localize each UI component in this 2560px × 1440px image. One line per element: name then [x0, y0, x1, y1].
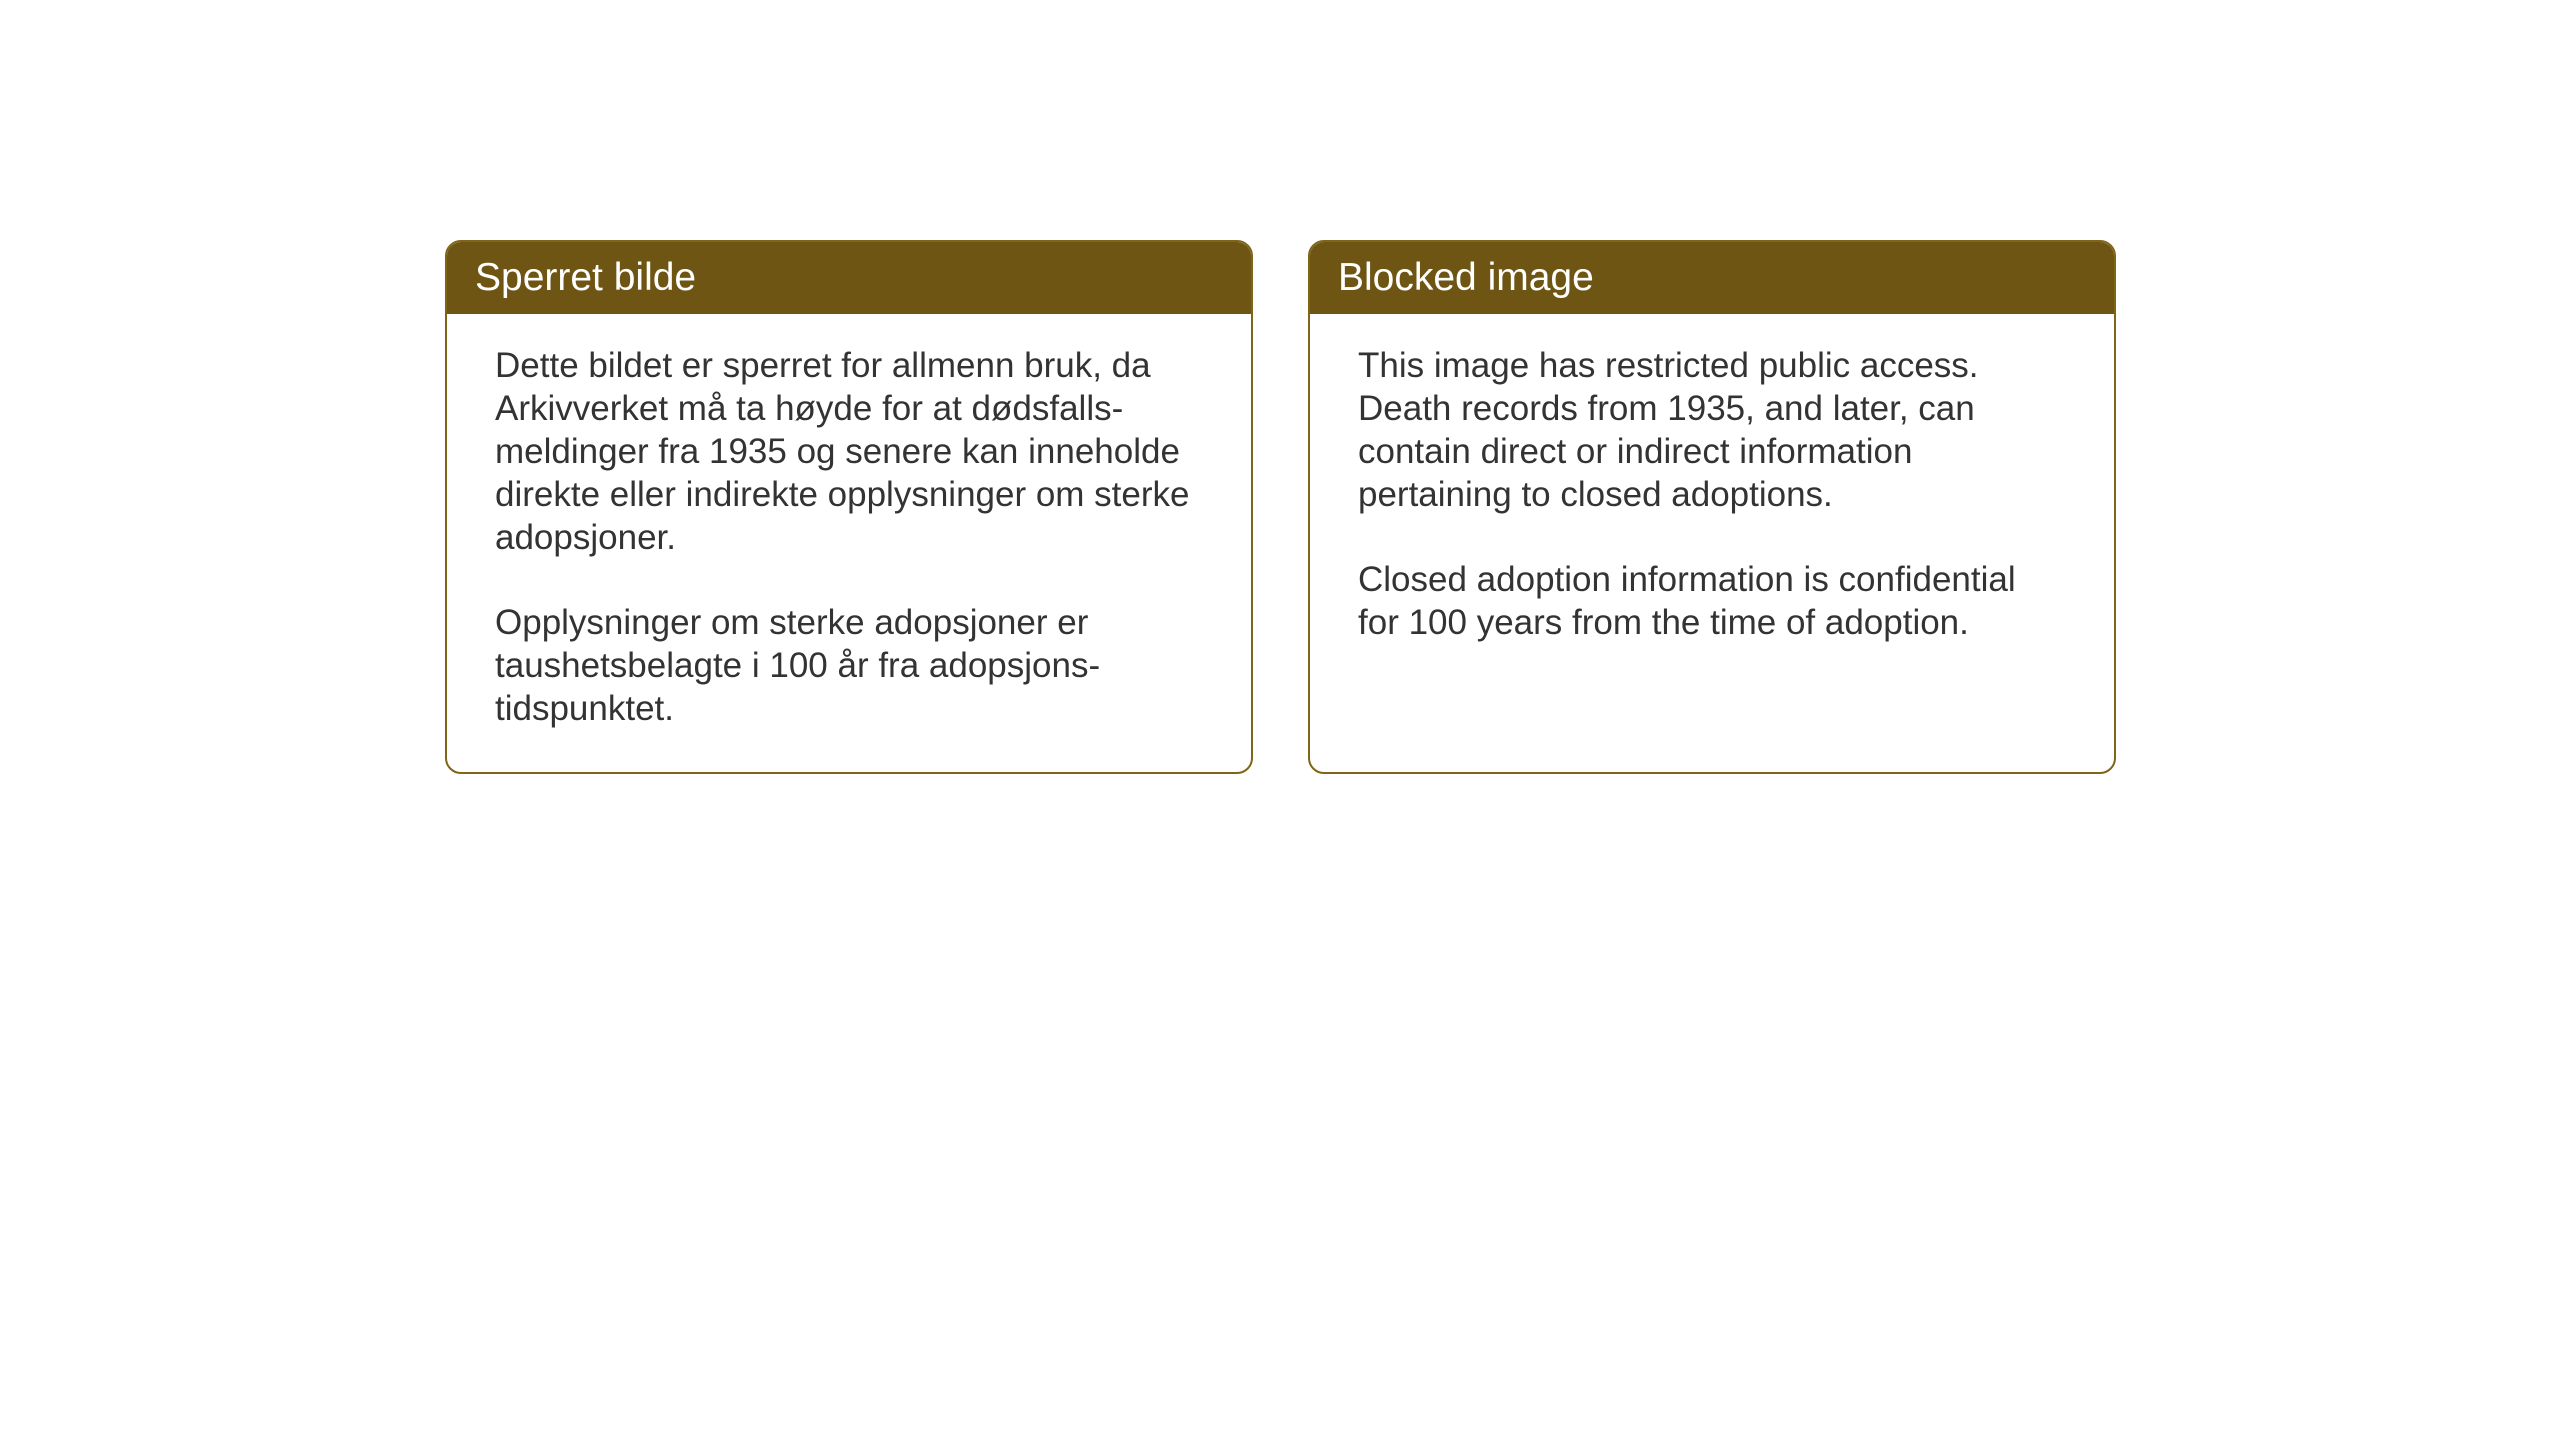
card-body-english: This image has restricted public access.…	[1310, 314, 2114, 686]
card-header-english: Blocked image	[1310, 242, 2114, 314]
notice-card-english: Blocked image This image has restricted …	[1308, 240, 2116, 774]
card-paragraph-1-english: This image has restricted public access.…	[1358, 344, 2066, 516]
card-paragraph-2-norwegian: Opplysninger om sterke adopsjoner er tau…	[495, 601, 1203, 730]
card-header-norwegian: Sperret bilde	[447, 242, 1251, 314]
card-body-norwegian: Dette bildet er sperret for allmenn bruk…	[447, 314, 1251, 772]
card-paragraph-2-english: Closed adoption information is confident…	[1358, 558, 2066, 644]
notice-card-norwegian: Sperret bilde Dette bildet er sperret fo…	[445, 240, 1253, 774]
card-title-norwegian: Sperret bilde	[475, 256, 696, 299]
card-paragraph-1-norwegian: Dette bildet er sperret for allmenn bruk…	[495, 344, 1203, 559]
notice-cards-container: Sperret bilde Dette bildet er sperret fo…	[445, 240, 2116, 774]
card-title-english: Blocked image	[1338, 256, 1594, 299]
